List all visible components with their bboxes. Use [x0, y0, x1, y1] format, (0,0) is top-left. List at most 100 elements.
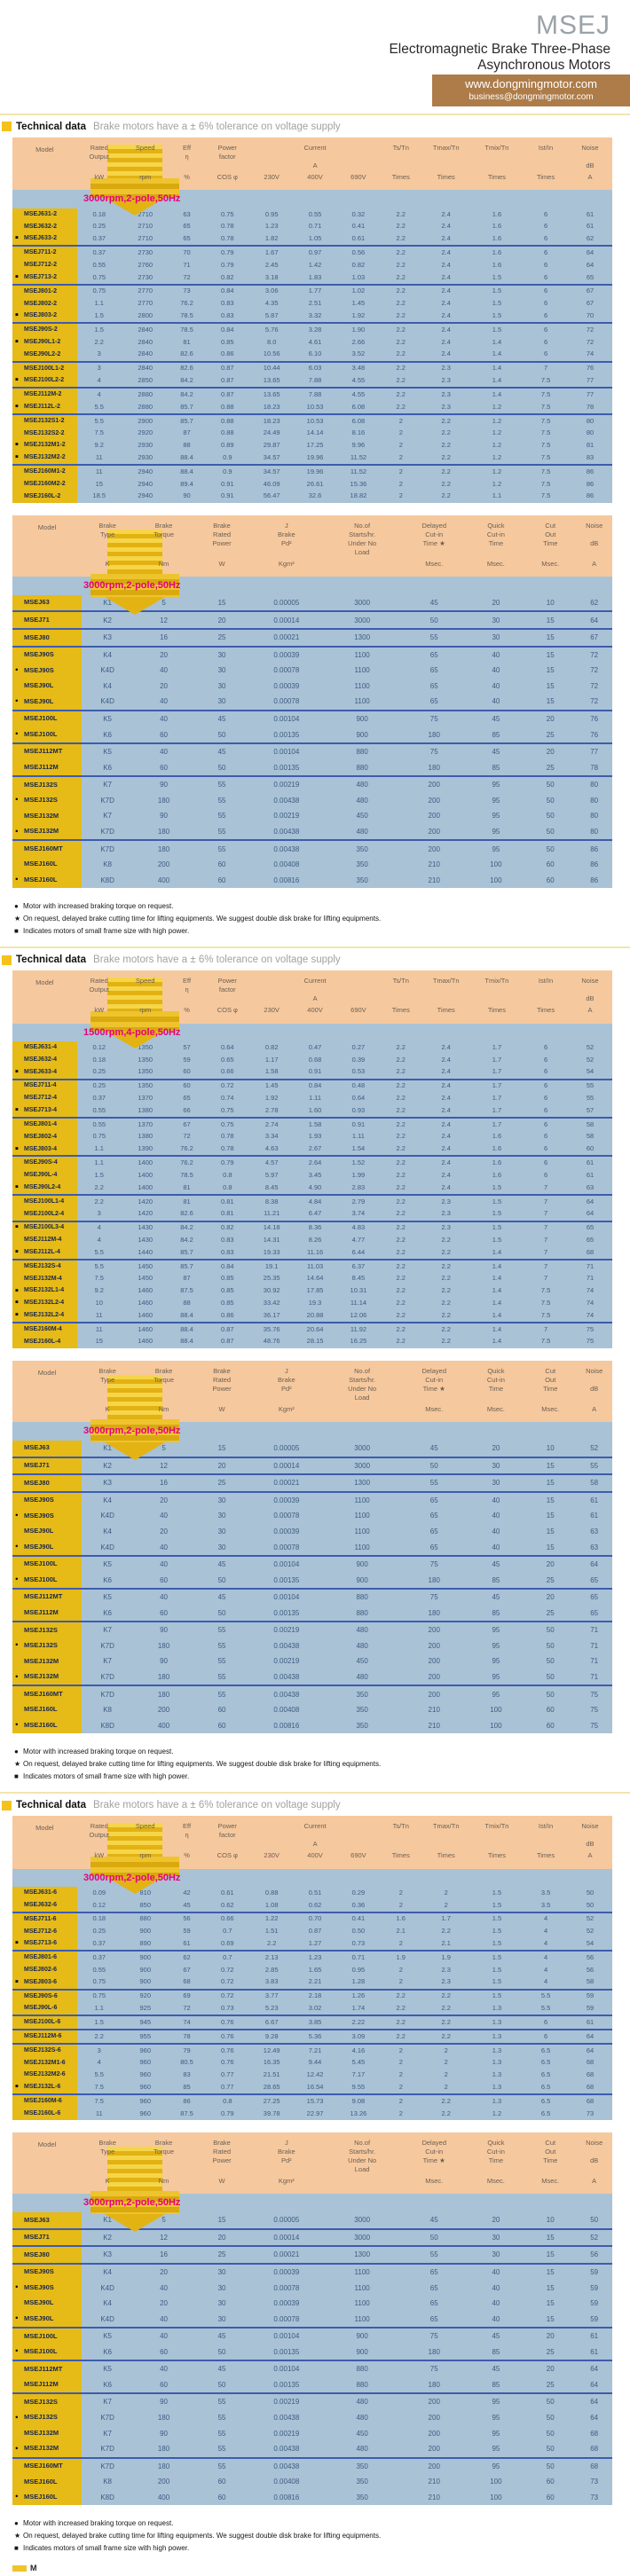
model-cell: MSEJ160M1-2: [12, 465, 77, 479]
value-cell: 2.2: [396, 1261, 406, 1270]
value-cell: 61: [567, 2015, 612, 2031]
value-cell: 13.65: [250, 374, 294, 389]
value-cell: 0.00219: [273, 1626, 300, 1635]
value-cell: 180: [400, 1605, 468, 1623]
value-cell: 1.3: [492, 2046, 502, 2054]
website-link[interactable]: www.dongmingmotor.com: [465, 76, 597, 90]
value-cell: 100: [490, 876, 502, 884]
value-cell: 81: [183, 1197, 191, 1206]
model-cell: ● MSEJ160L: [12, 872, 82, 889]
value-cell: 9.44: [308, 2058, 322, 2067]
value-cell: 2760: [138, 260, 154, 269]
value-cell: 95: [492, 812, 500, 821]
value-cell: 6: [524, 1104, 568, 1119]
value-cell: K1: [82, 1440, 134, 1458]
value-cell: K8: [103, 860, 113, 869]
value-cell: 61: [590, 1496, 599, 1504]
value-cell: 2.2: [441, 467, 451, 475]
value-cell: 30: [217, 666, 226, 675]
value-cell: 0.39: [351, 1055, 366, 1064]
column-header: No.of Starts/hr. Under No Load: [348, 1366, 377, 1402]
value-cell: 0.00135: [249, 2376, 324, 2395]
row-marker-icon: ■: [15, 1146, 19, 1152]
motor-row: MSEJ90S-6 0.75 920 69 0.72 3.77 2.18 1.26 2.2 2.2…: [12, 1989, 612, 2003]
value-cell: 11: [76, 1309, 122, 1324]
unit-header: Nm: [158, 1405, 169, 1414]
value-cell: 15: [524, 2311, 577, 2329]
value-cell: 880: [356, 748, 368, 757]
value-cell: 400: [157, 876, 170, 884]
value-cell: 78.5: [180, 1170, 193, 1179]
model-cell: MSEJ112M: [12, 2376, 82, 2395]
value-cell: 15: [193, 594, 250, 613]
motor-row: MSEJ160M-4 11 1460 88.4 0.87 35.76 20.64 11.92 2…: [12, 1323, 612, 1336]
value-cell: 3.74: [337, 1207, 380, 1222]
value-cell: K8D: [100, 876, 114, 884]
unit-header: Kgm²: [278, 1405, 295, 1414]
unit-header: [323, 1403, 400, 1422]
value-cell: 5.23: [250, 2002, 294, 2017]
model-cell: ■ MSEJ132L1-4: [12, 1284, 77, 1298]
value-cell: 95: [467, 2440, 525, 2459]
motor-row: MSEJ112M-2 4 2880 84.2 0.87 13.65 7.88 4.55 2.2 2…: [12, 388, 612, 402]
value-cell: K6: [82, 1572, 134, 1590]
value-cell: 2.2: [396, 1324, 406, 1333]
value-cell: 85: [467, 759, 525, 778]
value-cell: 3.45: [308, 1170, 322, 1179]
value-cell: 880: [323, 1605, 401, 1623]
motor-row: MSEJ90L-6 1.1 925 72 0.73 5.23 3.02 1.74 2.2 2.2 1…: [12, 2002, 612, 2017]
value-cell: 0.37: [92, 1094, 106, 1103]
value-cell: 1350: [121, 1065, 169, 1080]
footer-letter: M: [30, 2564, 37, 2573]
value-cell: 30: [467, 1457, 525, 1476]
value-cell: 0.00014: [249, 2228, 324, 2248]
model-cell: MSEJ801-6: [12, 1951, 77, 1965]
value-cell: 30: [193, 694, 250, 711]
value-cell: 70: [567, 310, 612, 325]
value-cell: 64: [590, 2414, 599, 2423]
value-cell: 900: [139, 1927, 151, 1936]
motor-row: MSEJ631-6 0.09 810 42 0.61 0.88 0.51 0.29 2 2 1.5 3…: [12, 1887, 612, 1900]
value-cell: 7.5: [540, 467, 551, 475]
value-cell: 60: [169, 1065, 205, 1080]
email-link[interactable]: business@dongmingmotor.com: [469, 91, 594, 102]
value-cell: 59: [590, 2299, 599, 2308]
brake-row: ● MSEJ160L K8D 400 60 0.00816 350 210 100 60 73: [12, 2489, 612, 2506]
value-cell: 0.66: [220, 1914, 234, 1923]
value-cell: 0.00438: [273, 796, 300, 805]
value-cell: 2.4: [421, 232, 470, 247]
value-cell: 0.72: [220, 1081, 234, 1090]
value-cell: 75: [429, 2332, 438, 2341]
brake-row: MSEJ100L K5 40 45 0.00104 900 75 45 20 64: [12, 1555, 612, 1573]
value-cell: 87.5: [180, 1286, 193, 1295]
value-cell: 0.84: [220, 287, 234, 295]
value-cell: K8D: [100, 2493, 114, 2501]
row-marker-icon: ●: [15, 2494, 19, 2500]
value-cell: 15.73: [306, 2096, 324, 2105]
value-cell: 88.4: [180, 1337, 193, 1346]
value-cell: 480: [356, 796, 368, 805]
value-cell: 0.7: [223, 1952, 232, 1961]
value-cell: 20: [160, 2267, 168, 2276]
value-cell: K7D: [100, 1641, 114, 1650]
value-cell: 2.51: [308, 299, 322, 308]
value-cell: 200: [428, 781, 440, 789]
value-cell: 7.5: [76, 2081, 122, 2096]
yellow-mark-icon: [12, 2564, 27, 2572]
value-cell: 0.72: [220, 1991, 234, 2000]
value-cell: 15: [524, 611, 577, 631]
value-cell: 1.5: [492, 287, 502, 295]
value-cell: 1100: [323, 1539, 401, 1557]
value-cell: 0.82: [204, 271, 251, 286]
value-cell: 1.92: [264, 1094, 279, 1103]
value-cell: 4.83: [351, 1223, 366, 1232]
value-cell: 1.77: [308, 287, 322, 295]
value-cell: 0.25: [76, 1065, 122, 1080]
value-cell: 34.57: [263, 467, 280, 475]
value-cell: 6.5: [540, 2096, 551, 2105]
value-cell: 65: [400, 1539, 468, 1557]
value-cell: 45: [492, 2365, 500, 2374]
unit-header: Msec.: [541, 1405, 560, 1414]
value-cell: 1.6: [469, 232, 524, 247]
value-cell: 0.00005: [249, 2212, 324, 2230]
